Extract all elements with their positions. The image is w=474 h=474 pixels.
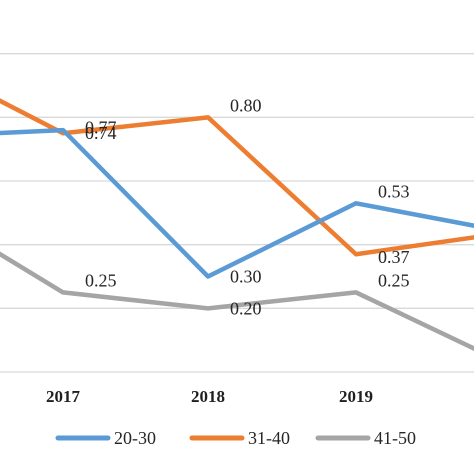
legend: 20-30 31-40 41-50	[55, 428, 416, 448]
legend-label-20-30: 20-30	[114, 428, 156, 448]
gridlines	[0, 53, 474, 373]
series-lines	[0, 98, 474, 351]
data-label: 0.20	[230, 298, 262, 318]
legend-label-31-40: 31-40	[248, 428, 290, 448]
legend-label-41-50: 41-50	[374, 428, 416, 448]
data-label: 0.25	[85, 270, 117, 290]
data-label: 0.53	[378, 181, 410, 201]
x-axis-tick-labels: 2017 2018 2019	[46, 387, 373, 406]
data-label: 0.37	[378, 247, 410, 267]
series-line-31-40	[0, 98, 474, 257]
data-label: 0.25	[378, 270, 410, 290]
data-label: 0.80	[230, 95, 262, 115]
x-tick-label: 2018	[191, 387, 225, 406]
data-label: 0.74	[85, 123, 117, 143]
x-tick-label: 2019	[339, 387, 373, 406]
data-label: 0.77	[85, 117, 117, 137]
series-line-20-30	[0, 127, 474, 279]
series-line-41-50	[0, 251, 474, 351]
data-labels: 0.74 0.30 0.53 0.77 0.80 0.37 0.25 0.20 0.25	[85, 95, 410, 318]
data-label: 0.30	[230, 267, 262, 287]
x-tick-label: 2017	[46, 387, 81, 406]
